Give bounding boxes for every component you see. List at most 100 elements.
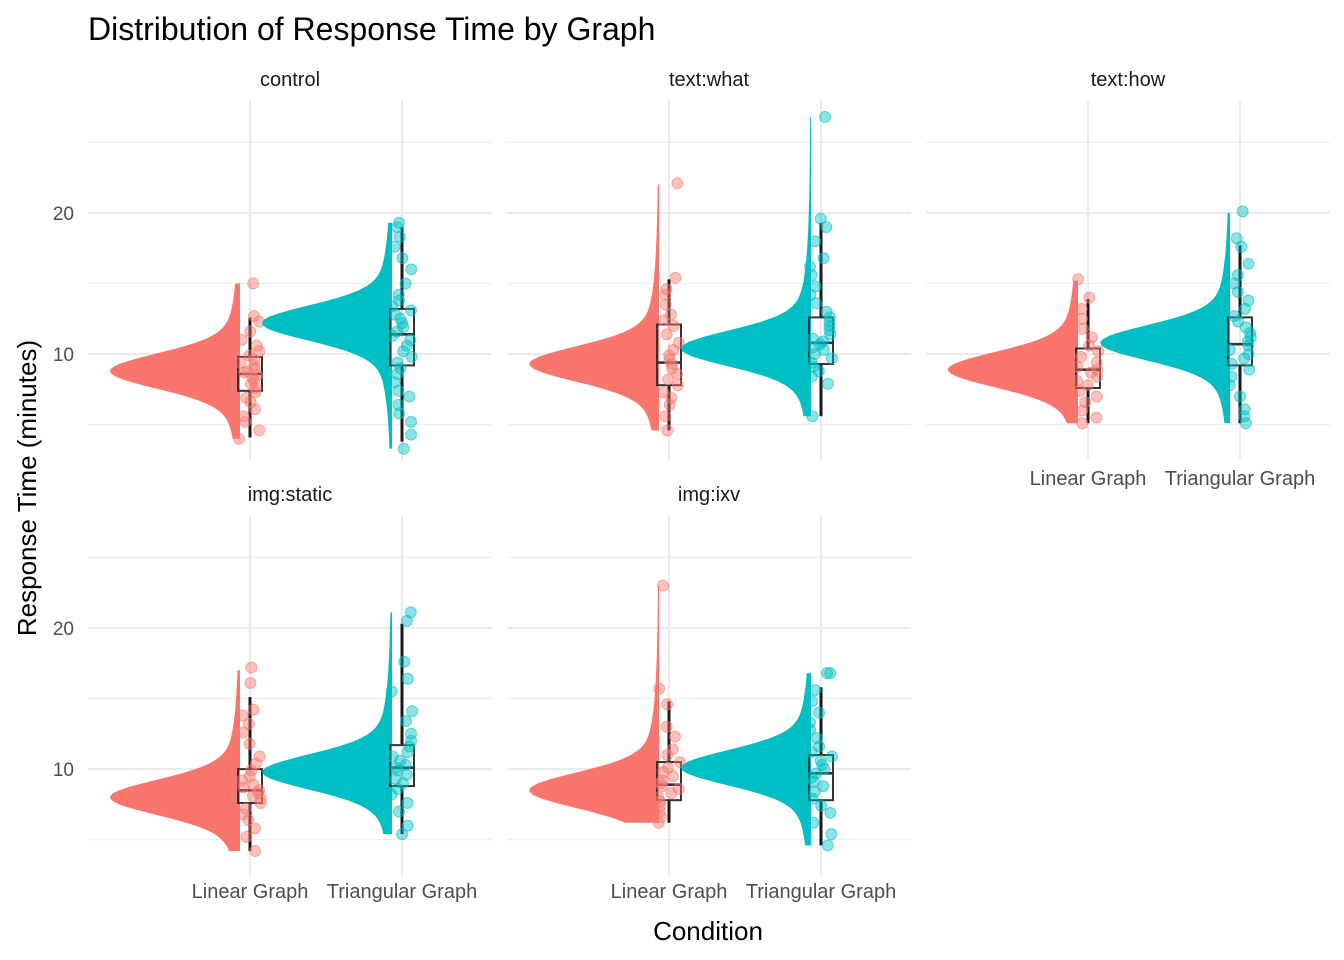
data-point-control-linear-graph: [240, 391, 253, 404]
x-tick-label-linear-graph: Linear Graph: [192, 881, 309, 903]
data-point-text-how-triangular-graph: [1236, 205, 1249, 218]
x-tick-label-linear-graph: Linear Graph: [1030, 468, 1147, 490]
data-point-text-what-triangular-graph: [814, 212, 827, 225]
data-point-img-static-linear-graph: [247, 703, 260, 716]
data-point-text-what-triangular-graph: [804, 260, 816, 273]
y-axis-title: Response Time (minutes): [12, 340, 42, 636]
data-point-img-ixv-triangular-graph: [808, 785, 821, 798]
data-point-img-ixv-triangular-graph: [824, 667, 837, 680]
data-point-text-how-linear-graph: [1083, 291, 1096, 304]
data-point-text-how-triangular-graph: [1242, 294, 1255, 307]
data-point-control-triangular-graph: [393, 216, 405, 229]
y-tick-label: 20: [53, 204, 74, 225]
data-point-control-linear-graph: [248, 353, 260, 366]
data-point-img-ixv-linear-graph: [669, 730, 681, 743]
data-point-text-what-triangular-graph: [810, 297, 823, 310]
data-point-img-ixv-triangular-graph: [804, 716, 817, 729]
data-point-text-how-linear-graph: [1079, 396, 1092, 409]
data-point-control-triangular-graph: [393, 407, 406, 420]
data-point-img-static-triangular-graph: [401, 819, 414, 832]
data-point-control-triangular-graph: [405, 350, 418, 363]
data-point-text-how-triangular-graph: [1243, 363, 1256, 376]
data-point-text-what-triangular-graph: [825, 352, 838, 365]
data-point-img-ixv-linear-graph: [662, 761, 674, 774]
data-point-text-what-triangular-graph: [820, 305, 833, 318]
data-point-img-ixv-linear-graph: [653, 682, 666, 695]
data-point-text-what-triangular-graph: [807, 332, 819, 345]
violin-img-ixv-linear-graph: [529, 585, 659, 823]
data-point-control-linear-graph: [234, 356, 247, 369]
x-tick-label-triangular-graph: Triangular Graph: [1165, 468, 1315, 490]
data-point-control-linear-graph: [243, 349, 256, 362]
data-point-text-how-linear-graph: [1085, 331, 1098, 344]
x-tick-label-linear-graph: Linear Graph: [611, 881, 728, 903]
data-point-text-how-linear-graph: [1090, 356, 1103, 369]
data-point-control-triangular-graph: [392, 398, 405, 411]
facet-panels: control 10 20 text:what text:how Linear Graph…: [53, 69, 1330, 903]
data-point-img-static-linear-graph: [245, 661, 258, 674]
data-point-img-ixv-linear-graph: [656, 774, 669, 787]
data-point-control-linear-graph: [247, 277, 260, 290]
data-point-img-ixv-triangular-graph: [807, 816, 820, 829]
data-point-text-what-linear-graph: [671, 177, 684, 190]
data-point-img-static-linear-graph: [240, 830, 253, 843]
data-point-text-what-linear-graph: [663, 398, 676, 411]
data-point-text-how-triangular-graph: [1225, 370, 1238, 383]
data-point-img-ixv-triangular-graph: [824, 806, 837, 819]
data-point-text-how-triangular-graph: [1242, 257, 1255, 270]
data-point-control-linear-graph: [244, 396, 257, 409]
data-point-text-how-triangular-graph: [1238, 352, 1251, 365]
data-point-img-static-linear-graph: [242, 717, 255, 730]
violin-text-what-linear-graph: [529, 184, 659, 431]
data-point-img-ixv-linear-graph: [665, 787, 678, 800]
x-axis-title: Condition: [653, 916, 763, 946]
data-point-control-linear-graph: [237, 410, 250, 423]
data-point-text-how-linear-graph: [1075, 350, 1088, 363]
data-point-control-triangular-graph: [388, 240, 401, 253]
data-point-img-static-triangular-graph: [401, 672, 414, 685]
data-point-text-what-triangular-graph: [809, 235, 822, 248]
data-point-img-static-linear-graph: [236, 709, 249, 722]
data-point-text-what-linear-graph: [659, 298, 672, 311]
data-point-text-what-triangular-graph: [809, 280, 822, 293]
data-point-img-static-triangular-graph: [404, 606, 417, 619]
x-tick-label-triangular-graph: Triangular Graph: [746, 881, 896, 903]
data-point-img-ixv-triangular-graph: [825, 750, 838, 763]
data-point-img-ixv-triangular-graph: [821, 839, 834, 852]
data-point-text-what-triangular-graph: [817, 252, 830, 265]
facet-label-img-ixv: img:ixv: [678, 484, 740, 506]
facet-label-text-what: text:what: [669, 69, 749, 91]
data-point-img-ixv-linear-graph: [666, 743, 679, 756]
data-point-img-static-triangular-graph: [386, 750, 399, 763]
data-point-text-what-triangular-graph: [823, 324, 836, 337]
data-point-img-ixv-triangular-graph: [821, 667, 834, 680]
data-point-text-how-triangular-graph: [1244, 331, 1257, 344]
data-point-control-linear-graph: [244, 325, 257, 338]
data-point-text-how-triangular-graph: [1242, 348, 1255, 361]
data-point-img-ixv-linear-graph: [661, 698, 674, 711]
data-point-text-how-triangular-graph: [1234, 390, 1246, 403]
data-point-img-ixv-triangular-graph: [806, 695, 818, 708]
violin-img-static-linear-graph: [110, 670, 240, 851]
data-point-control-triangular-graph: [405, 428, 418, 441]
data-point-text-how-linear-graph: [1075, 312, 1088, 325]
data-point-img-static-triangular-graph: [401, 797, 414, 809]
violin-img-static-triangular-graph: [262, 612, 392, 835]
data-point-control-linear-graph: [250, 339, 263, 352]
data-point-text-what-linear-graph: [660, 328, 673, 341]
data-point-control-linear-graph: [253, 345, 266, 358]
chart-title: Distribution of Response Time by Graph: [88, 11, 655, 47]
data-point-img-static-linear-graph: [250, 757, 262, 770]
data-point-control-triangular-graph: [403, 390, 416, 403]
data-point-img-ixv-linear-graph: [657, 765, 670, 778]
data-point-control-triangular-graph: [401, 339, 413, 352]
data-point-img-ixv-triangular-graph: [825, 828, 838, 841]
data-point-text-how-linear-graph: [1092, 345, 1105, 358]
data-point-img-static-linear-graph: [244, 677, 257, 689]
data-point-img-ixv-linear-graph: [660, 720, 673, 733]
data-point-img-static-triangular-graph: [406, 705, 419, 718]
data-point-img-static-linear-graph: [239, 802, 252, 815]
data-point-text-how-linear-graph: [1071, 374, 1084, 387]
data-point-control-triangular-graph: [404, 334, 417, 346]
data-point-text-how-triangular-graph: [1223, 343, 1236, 356]
